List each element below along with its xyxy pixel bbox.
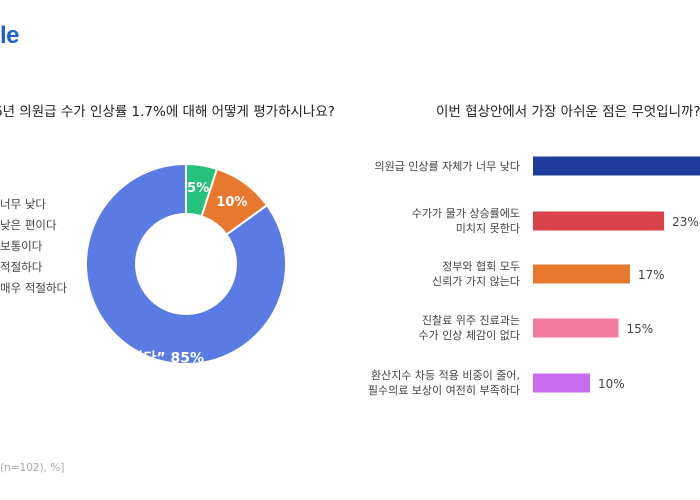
bar-category-label: 정부와 협회 모두 신뢰가 가지 않는다: [432, 260, 520, 288]
bar-value-label: 10%: [598, 377, 625, 391]
bar-value-label: 17%: [638, 268, 665, 282]
donut-slice-label: 5%: [187, 181, 209, 196]
bar: [533, 211, 665, 231]
sample-footnote: (n=102), %]: [0, 462, 65, 474]
bar-category-label: 수가가 물가 상승률에도 미치지 못한다: [411, 207, 520, 235]
bar-value-label: 23%: [672, 215, 699, 229]
donut-slice: [85, 162, 287, 365]
bar: [533, 373, 590, 393]
legend-item: 낮은 편이다: [0, 218, 57, 232]
bar: [533, 156, 700, 176]
legend-item: 매우 적절하다: [0, 281, 68, 295]
brand-logo: le: [0, 22, 20, 49]
donut-slice: [185, 162, 219, 218]
donut-slice-label: “너무 낮다” 85%: [91, 351, 204, 367]
bar-category-label: 진찰료 위주 진료과는 수가 인상 체감이 없다: [418, 314, 520, 342]
bar-category-label: 의원급 인상률 자체가 너무 낮다: [374, 159, 520, 173]
legend-item: 보통이다: [0, 239, 43, 253]
donut-chart-title: 6년 의원급 수가 인상률 1.7%에 대해 어떻게 평가하시나요?: [0, 104, 335, 120]
donut-slice-label: 10%: [216, 195, 247, 210]
legend-item: 너무 낮다: [0, 197, 46, 211]
donut-legend: 너무 낮다 낮은 편이다 보통이다 적절하다 매우 적절하다: [0, 196, 67, 301]
bar-category-label: 환산지수 차등 적용 비중이 줄어, 필수의료 보상이 여전히 부족하다: [367, 369, 520, 397]
bar: [533, 318, 619, 338]
bar-chart-title: 이번 협상안에서 가장 아쉬운 점은 무엇입니까?: [436, 104, 700, 120]
legend-item: 적절하다: [0, 260, 43, 274]
bar-value-label: 15%: [627, 322, 654, 336]
bar: [533, 264, 630, 284]
